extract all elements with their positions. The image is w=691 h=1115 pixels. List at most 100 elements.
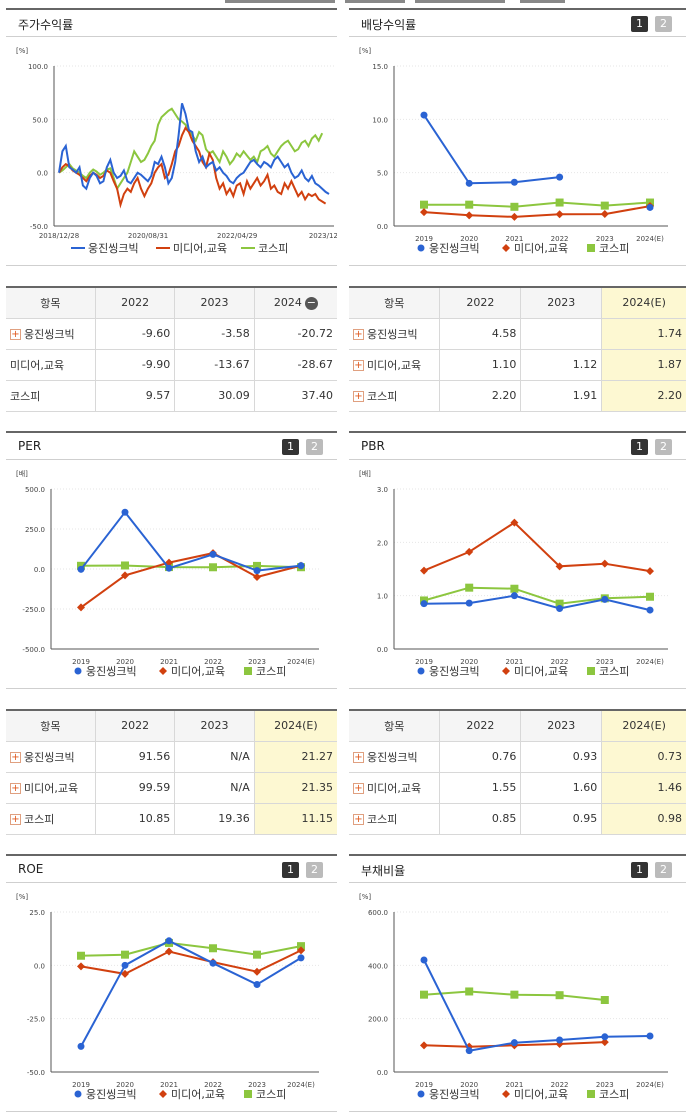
y-tick-label: 0.0: [377, 646, 388, 654]
table-cell: 1.87: [601, 348, 686, 381]
row-label: + 코스피: [349, 379, 441, 412]
data-point: [253, 981, 261, 989]
y-tick-label: -500.0: [22, 646, 45, 654]
series-line: [424, 201, 651, 208]
data-point: [253, 567, 261, 575]
table-cell: 1.55: [439, 771, 522, 804]
data-point: [253, 573, 261, 581]
expand-icon[interactable]: +: [10, 783, 21, 794]
table-header-row: 항목 2022 2023 2024(E): [349, 286, 686, 319]
data-point: [159, 1090, 167, 1098]
pbr-table: 항목 2022 2023 2024(E) + 웅진씽크빅 0.76 0.93 0.73 + 미디어,…: [349, 709, 686, 835]
data-point: [121, 561, 129, 570]
data-point: [465, 547, 474, 556]
table-cell: 0.95: [520, 802, 603, 835]
data-point: [465, 211, 474, 220]
series-line: [423, 521, 651, 573]
panel-title: 부채비율: [361, 864, 406, 878]
page-2-button[interactable]: 2: [655, 439, 672, 455]
table-cell: 19.36: [174, 802, 255, 835]
page-2-button[interactable]: 2: [655, 16, 672, 32]
chart-box: [349, 883, 686, 1112]
series-line: [80, 939, 302, 1047]
data-point: [417, 244, 425, 252]
column-header: 항목: [349, 286, 441, 319]
series-line: [58, 126, 327, 209]
page-1-button[interactable]: 1: [631, 439, 648, 455]
series-line: [58, 102, 330, 195]
page-2-button[interactable]: 2: [306, 862, 323, 878]
data-point: [420, 111, 428, 119]
data-point: [465, 200, 474, 209]
expand-icon[interactable]: +: [353, 329, 364, 340]
table-cell: N/A: [174, 740, 255, 773]
y-tick-label: 0.0: [377, 1069, 388, 1077]
y-tick-label: 100.0: [28, 63, 48, 71]
data-point: [253, 561, 261, 570]
expand-icon[interactable]: +: [353, 360, 364, 371]
x-tick-label: 2024(E): [636, 1081, 664, 1089]
table-cell: [520, 317, 603, 350]
page-1-button[interactable]: 1: [282, 862, 299, 878]
expand-icon[interactable]: +: [353, 752, 364, 763]
table-cell: 99.59: [94, 771, 176, 804]
expand-icon[interactable]: +: [10, 814, 21, 825]
page-1-button[interactable]: 1: [631, 16, 648, 32]
expand-icon[interactable]: +: [353, 783, 364, 794]
y-tick-label: 500.0: [25, 486, 45, 494]
data-point: [600, 201, 609, 210]
row-label: + 웅진씽크빅: [6, 740, 96, 773]
collapse-icon[interactable]: −: [304, 295, 318, 310]
legend-label: 코스피: [258, 242, 288, 255]
table-row: + 코스피 2.20 1.91 2.20: [349, 379, 686, 412]
expand-icon[interactable]: +: [10, 752, 21, 763]
table-cell: 21.35: [253, 771, 337, 804]
column-header: 2023: [174, 709, 255, 742]
table-cell: 11.15: [253, 802, 337, 835]
row-label: + 미디어,교육: [6, 771, 96, 804]
table-cell: 0.98: [601, 802, 686, 835]
data-point: [587, 244, 595, 252]
page-2-button[interactable]: 2: [655, 862, 672, 878]
x-tick-label: 2023: [596, 235, 614, 243]
table-row: + 미디어,교육 1.55 1.60 1.46: [349, 771, 686, 804]
panel-title: ROE: [18, 862, 44, 876]
legend-label: 웅진씽크빅: [86, 665, 137, 678]
row-label: + 코스피: [349, 802, 441, 835]
x-tick-label: 2024(E): [287, 1081, 315, 1089]
stock-return-panel: 주가수익률 [%] 100.0 50.0 0.0 -50.0 2018/12/28 2020…: [6, 8, 337, 266]
data-point: [600, 210, 609, 219]
page-1-button[interactable]: 1: [282, 439, 299, 455]
per-table: 항목 2022 2023 2024(E) + 웅진씽크빅 91.56 N/A 21.27 + 미디어…: [6, 709, 337, 835]
data-point: [77, 603, 85, 612]
expand-icon[interactable]: +: [10, 329, 21, 340]
y-tick-label: 600.0: [368, 909, 388, 917]
data-point: [510, 592, 518, 600]
x-tick-label: 2019: [415, 235, 433, 243]
expand-icon[interactable]: +: [353, 814, 364, 825]
x-tick-label: 2021: [160, 1081, 178, 1089]
legend-label: 웅진씽크빅: [88, 242, 139, 255]
data-point: [253, 967, 261, 976]
y-unit-label: [배]: [16, 469, 28, 478]
table-cell: -9.60: [94, 317, 176, 350]
data-point: [555, 198, 564, 207]
data-point: [646, 606, 654, 614]
per-table-panel: 항목 2022 2023 2024(E) + 웅진씽크빅 91.56 N/A 21.27 + 미디어…: [6, 709, 337, 836]
data-point: [121, 508, 129, 516]
page-2-button[interactable]: 2: [306, 439, 323, 455]
x-tick-label: 2023: [596, 1081, 614, 1089]
series-line: [80, 941, 302, 957]
series-line: [58, 107, 324, 192]
data-point: [420, 200, 428, 209]
row-label: + 웅진씽크빅: [349, 317, 441, 350]
x-tick-label: 2019: [72, 1081, 90, 1089]
x-tick-label: 2019: [415, 658, 433, 666]
series-line: [80, 564, 302, 569]
table-header-row: 항목 2022 2023 2024(E): [349, 709, 686, 742]
expand-icon[interactable]: +: [353, 391, 364, 402]
page-1-button[interactable]: 1: [631, 862, 648, 878]
